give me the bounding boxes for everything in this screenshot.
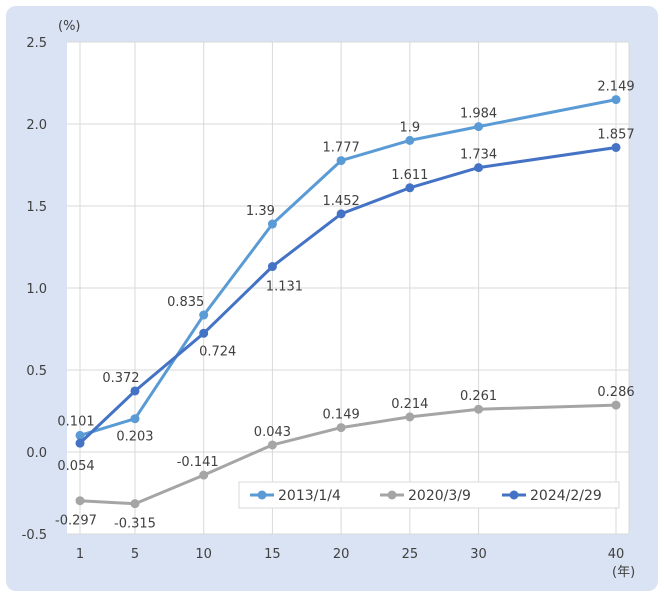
data-label: 1.9 — [400, 120, 421, 135]
legend-box — [238, 481, 620, 509]
y-tick-label: 1.5 — [26, 200, 47, 215]
data-point — [130, 414, 140, 424]
data-point — [267, 219, 277, 229]
data-point — [199, 328, 209, 338]
data-point — [405, 135, 415, 145]
series-2013/1/4 — [75, 95, 621, 440]
data-labels: 0.101 0.203 0.835 1.39 1.777 1.9 1.984 2.149 -0.… — [55, 80, 635, 532]
legend-item: 2020/3/9 — [380, 488, 471, 504]
data-point — [130, 499, 140, 509]
data-label: 1.984 — [460, 107, 497, 122]
legend-item: 2013/1/4 — [250, 488, 341, 504]
series-2020/3/9 — [75, 400, 621, 509]
y-tick-label: 1.0 — [26, 282, 47, 297]
data-label: 0.724 — [199, 344, 236, 359]
data-point — [199, 310, 209, 320]
y-axis-tick-labels: 2.5 2.0 1.5 1.0 0.5 0.0 -0.5 — [22, 36, 47, 543]
data-label: 0.054 — [57, 459, 94, 474]
data-label: 1.611 — [391, 168, 428, 183]
data-label: 0.214 — [391, 397, 428, 412]
x-axis-tick-labels: 1 5 10 15 20 25 30 40 — [76, 547, 624, 562]
data-point — [474, 404, 484, 414]
data-point — [130, 386, 140, 396]
data-point — [75, 438, 85, 448]
data-point — [199, 470, 209, 480]
legend: 2013/1/4 2020/3/9 2024/2/29 — [238, 481, 620, 509]
data-label: 1.734 — [460, 148, 497, 163]
x-tick-label: 10 — [195, 547, 212, 562]
legend-label: 2024/2/29 — [530, 488, 602, 504]
data-label: 1.39 — [246, 204, 275, 219]
data-point — [336, 209, 346, 219]
data-label: 2.149 — [597, 80, 634, 95]
legend-label: 2013/1/4 — [278, 488, 341, 504]
data-point — [75, 430, 85, 440]
x-tick-label: 30 — [470, 547, 487, 562]
data-label: 0.101 — [57, 414, 94, 429]
data-label: -0.141 — [177, 455, 219, 470]
data-point — [336, 156, 346, 166]
data-label: 0.043 — [254, 425, 291, 440]
data-point — [267, 262, 277, 272]
data-label: 0.286 — [597, 385, 634, 400]
y-tick-label: -0.5 — [22, 528, 47, 543]
data-point — [405, 183, 415, 193]
legend-swatch-marker — [387, 490, 397, 500]
series-line — [79, 98, 617, 437]
legend-item: 2024/2/29 — [502, 488, 602, 504]
data-point — [611, 95, 621, 105]
data-point — [267, 440, 277, 450]
x-tick-label: 5 — [131, 547, 139, 562]
data-label: 0.149 — [323, 408, 360, 423]
series-2024/2/29 — [75, 142, 621, 448]
x-tick-label: 40 — [608, 547, 625, 562]
data-point — [75, 496, 85, 506]
x-tick-label: 25 — [402, 547, 419, 562]
data-point — [336, 423, 346, 433]
data-point — [405, 412, 415, 422]
gridlines — [67, 41, 630, 535]
series-line — [78, 146, 617, 445]
data-label: -0.297 — [55, 514, 97, 529]
y-tick-label: 0.5 — [26, 364, 47, 379]
data-point — [474, 163, 484, 173]
y-axis-unit: (%) — [58, 19, 81, 34]
data-label: 1.857 — [597, 127, 634, 142]
x-axis-unit: (年) — [612, 565, 635, 580]
data-label: 1.452 — [323, 194, 360, 209]
data-label: 1.777 — [323, 141, 360, 156]
x-tick-label: 20 — [333, 547, 350, 562]
data-label: 0.372 — [102, 371, 139, 386]
data-label: -0.315 — [114, 517, 156, 532]
data-label: 0.261 — [460, 389, 497, 404]
x-tick-label: 15 — [264, 547, 281, 562]
data-label: 1.131 — [266, 280, 303, 295]
legend-label: 2020/3/9 — [408, 488, 471, 504]
x-tick-label: 1 — [76, 547, 84, 562]
data-label: 0.835 — [167, 295, 204, 310]
legend-swatch-marker — [509, 490, 519, 500]
data-label: 0.203 — [116, 430, 153, 445]
series-line — [79, 403, 617, 506]
data-point — [474, 122, 484, 132]
y-tick-label: 2.5 — [26, 36, 47, 51]
y-tick-label: 0.0 — [26, 446, 47, 461]
data-point — [611, 142, 621, 152]
legend-swatch-marker — [257, 490, 267, 500]
data-point — [611, 400, 621, 410]
series-lines — [75, 95, 621, 509]
y-tick-label: 2.0 — [26, 118, 47, 133]
